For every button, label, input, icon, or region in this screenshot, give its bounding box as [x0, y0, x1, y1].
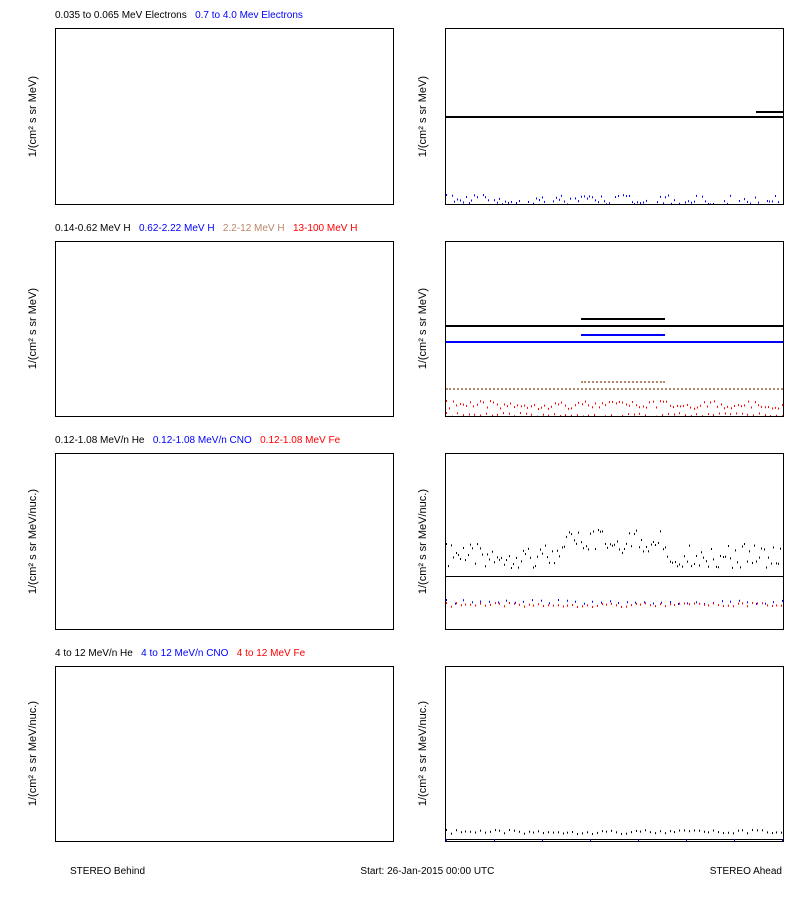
panel-left-row1: 0.14-0.62 MeV H 0.62-2.22 MeV H 2.2-12 M…: [55, 223, 400, 436]
plot-area: 10-2100102104106: [55, 28, 394, 205]
panel-right-row2: 10-310-210-1100101102103104: [445, 435, 790, 648]
panel-right-row1: 10-410-2100102104: [445, 223, 790, 436]
y-axis-label: 1/(cm² s sr MeV/nuc.): [400, 435, 445, 648]
plot-area: 10-2100102104106: [445, 28, 784, 205]
data-line: [446, 576, 783, 577]
footer-left: STEREO Behind: [70, 866, 145, 877]
plot-area: 10-410-210010226-Jan27-Jan28-Jan29-Jan: [445, 666, 784, 843]
panel-left-row2: 0.12-1.08 MeV/n He 0.12-1.08 MeV/n CNO 0…: [55, 435, 400, 648]
panel-left-row3: 4 to 12 MeV/n He 4 to 12 MeV/n CNO 4 to …: [55, 648, 400, 861]
data-scatter: [446, 831, 783, 835]
y-axis-label: 1/(cm² s sr MeV): [10, 10, 55, 223]
plot-area: 10-310-210-1100101102103104: [55, 453, 394, 630]
data-line-bump: [581, 334, 665, 336]
panel-right-row0: 10-2100102104106: [445, 10, 790, 223]
plot-area: 10-410-2100102104: [55, 241, 394, 418]
data-scatter: [446, 604, 783, 608]
y-axis-label: 1/(cm² s sr MeV/nuc.): [400, 648, 445, 861]
data-scatter: [446, 404, 783, 408]
y-axis-label: 1/(cm² s sr MeV): [10, 223, 55, 436]
data-scatter: [446, 414, 783, 417]
panel-title: 0.12-1.08 MeV/n He 0.12-1.08 MeV/n CNO 0…: [55, 435, 400, 446]
panel-title: 0.14-0.62 MeV H 0.62-2.22 MeV H 2.2-12 M…: [55, 223, 400, 234]
data-line-bump: [581, 318, 665, 320]
footer-center: Start: 26-Jan-2015 00:00 UTC: [360, 866, 494, 877]
y-axis-label: 1/(cm² s sr MeV/nuc.): [10, 648, 55, 861]
plot-area: 10-410-210010226-Jan27-Jan28-Jan29-Jan: [55, 666, 394, 843]
panel-right-row3: 10-410-210010226-Jan27-Jan28-Jan29-Jan: [445, 648, 790, 861]
panel-title: 4 to 12 MeV/n He 4 to 12 MeV/n CNO 4 to …: [55, 648, 400, 659]
data-line: [446, 325, 783, 327]
panel-left-row0: 0.035 to 0.065 MeV Electrons 0.7 to 4.0 …: [55, 10, 400, 223]
chart-grid: 1/(cm² s sr MeV)0.035 to 0.065 MeV Elect…: [10, 10, 790, 890]
data-line: [446, 388, 783, 390]
data-scatter: [446, 839, 783, 842]
data-line-end: [756, 111, 783, 113]
footer: STEREO Behind Start: 26-Jan-2015 00:00 UT…: [10, 860, 790, 890]
y-axis-label: 1/(cm² s sr MeV/nuc.): [10, 435, 55, 648]
y-axis-label: 1/(cm² s sr MeV): [400, 10, 445, 223]
data-line: [446, 116, 783, 118]
y-axis-label: 1/(cm² s sr MeV): [400, 223, 445, 436]
data-line-bump: [581, 381, 665, 383]
panel-title: 0.035 to 0.065 MeV Electrons 0.7 to 4.0 …: [55, 10, 400, 21]
data-scatter: [446, 555, 783, 559]
plot-area: 10-410-2100102104: [445, 241, 784, 418]
data-line: [446, 341, 783, 343]
data-scatter: [446, 200, 783, 204]
plot-area: 10-310-210-1100101102103104: [445, 453, 784, 630]
footer-right: STEREO Ahead: [710, 866, 782, 877]
